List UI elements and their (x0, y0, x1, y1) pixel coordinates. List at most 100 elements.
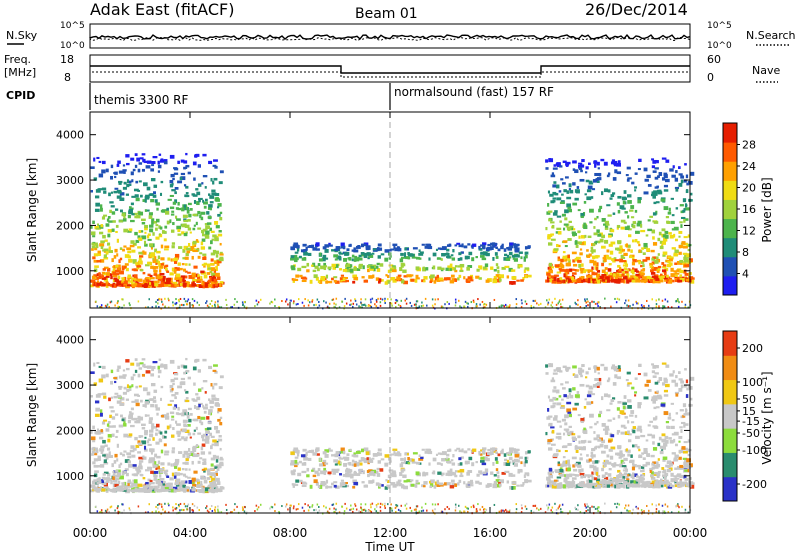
power-cell (177, 298, 180, 301)
velocity-cell (591, 454, 596, 458)
power-cell (197, 274, 200, 277)
power-cell (118, 181, 122, 185)
power-cell (123, 170, 126, 174)
power-cell (209, 207, 213, 211)
velocity-cell (627, 449, 631, 453)
velocity-cell (555, 389, 560, 394)
power-cell (649, 264, 652, 269)
power-cell (155, 224, 159, 227)
velocity-cell (135, 467, 141, 471)
velocity-cell (135, 402, 140, 407)
power-cell (185, 303, 188, 306)
velocity-cell (547, 415, 553, 418)
velocity-cell (183, 424, 189, 428)
power-cell (556, 164, 562, 168)
power-cell (662, 254, 666, 257)
velocity-cell (653, 463, 656, 467)
velocity-cell (552, 417, 558, 421)
power-cell (553, 164, 556, 167)
velocity-cell (411, 458, 415, 462)
power-cell (561, 193, 564, 196)
velocity-cell (547, 471, 550, 475)
power-cell (339, 268, 342, 271)
velocity-cell (610, 434, 615, 438)
velocity-cell (631, 484, 637, 488)
power-cell (678, 244, 683, 249)
velocity-cell (436, 462, 442, 465)
power-cell (320, 265, 326, 270)
power-cell (213, 159, 218, 162)
velocity-cell (676, 465, 682, 470)
velocity-cell (119, 462, 123, 466)
velocity-cell (206, 427, 212, 430)
velocity-cell (319, 457, 322, 462)
power-cell (617, 195, 622, 199)
power-cell (555, 231, 559, 234)
power-cell (594, 302, 597, 305)
velocity-cell (210, 457, 216, 461)
velocity-cell (630, 474, 635, 479)
velocity-cell (597, 372, 600, 375)
power-cell (117, 275, 121, 280)
velocity-cell (555, 436, 559, 439)
power-cell (115, 208, 119, 211)
power-cell (547, 235, 551, 240)
velocity-cell (459, 468, 465, 473)
velocity-cell (680, 384, 684, 389)
velocity-cell (90, 371, 95, 375)
power-cell (105, 168, 109, 173)
power-cell (193, 244, 197, 247)
velocity-cell (450, 459, 454, 462)
velocity-cell (682, 466, 687, 470)
velocity-cell (616, 452, 621, 456)
power-cell (550, 304, 552, 307)
velocity-cell (572, 373, 576, 376)
power-cell (640, 264, 643, 268)
power-cell (679, 277, 685, 282)
velocity-cell (166, 475, 170, 478)
velocity-cell (203, 469, 206, 473)
power-cell (409, 274, 414, 277)
velocity-cell (654, 464, 659, 469)
power-cell (624, 270, 629, 274)
power-cell (665, 274, 669, 278)
power-cell (591, 266, 594, 271)
power-cell (181, 263, 185, 266)
velocity-cell (678, 387, 683, 392)
power-cell (118, 259, 121, 264)
velocity-cell (105, 486, 109, 489)
velocity-cell (323, 471, 327, 476)
velocity-cell (130, 424, 135, 428)
power-cell (335, 280, 340, 284)
power-cell (615, 247, 618, 251)
velocity-cell (492, 484, 498, 489)
velocity-cell (601, 479, 607, 483)
velocity-cell (683, 441, 688, 444)
power-cell (674, 238, 678, 242)
velocity-cell (320, 480, 326, 484)
power-cell (144, 264, 150, 267)
power-cell (575, 256, 581, 260)
ytick-label: 3000 (56, 174, 84, 187)
velocity-cell (506, 480, 510, 484)
velocity-cell (490, 471, 494, 475)
velocity-cell (134, 399, 139, 403)
power-cell (596, 215, 599, 219)
power-cell (498, 278, 502, 282)
velocity-cell (113, 460, 117, 464)
power-cell (591, 300, 593, 303)
power-cell (170, 280, 173, 284)
velocity-cell (149, 458, 153, 463)
velocity-cell (142, 455, 145, 459)
power-cell (618, 298, 621, 301)
power-cell (678, 230, 683, 234)
power-cell (141, 221, 146, 225)
velocity-cell (634, 391, 638, 394)
power-cell (583, 225, 588, 230)
velocity-cell (650, 398, 656, 402)
power-cell (175, 298, 177, 301)
power-cell (334, 258, 338, 261)
velocity-cell (107, 478, 113, 481)
power-cell (457, 265, 461, 268)
velocity-cell (90, 489, 94, 493)
